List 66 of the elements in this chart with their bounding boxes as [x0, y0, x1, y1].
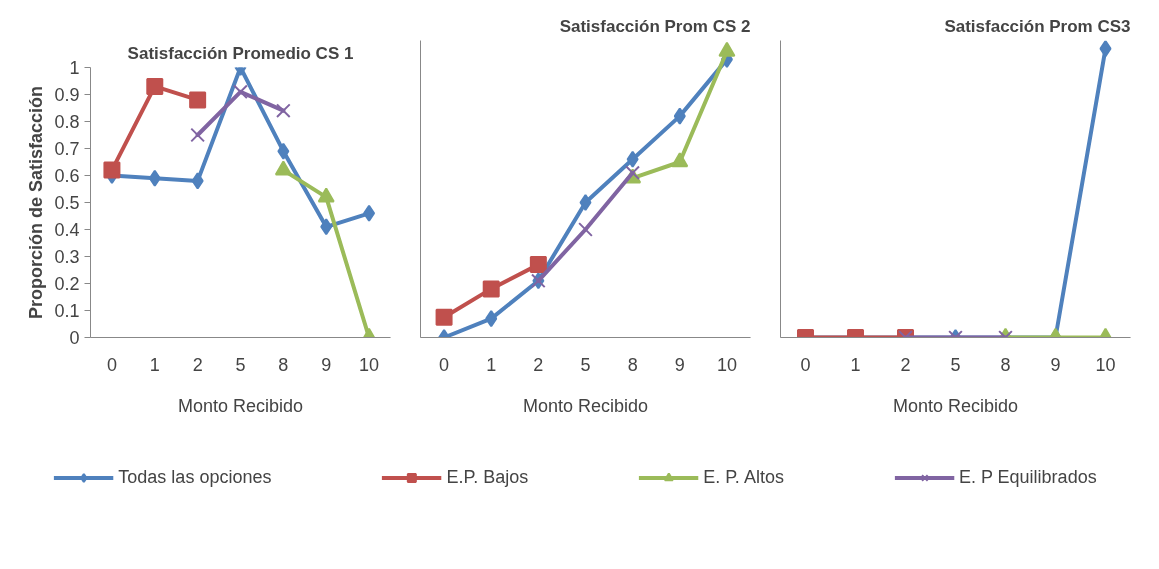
x-axis-title: Monto Recibido — [522, 395, 649, 416]
point — [275, 103, 291, 119]
point — [578, 222, 593, 237]
point — [671, 152, 689, 168]
x-tick-label: 10 — [359, 354, 380, 375]
x-axis-title: Monto Recibido — [177, 395, 304, 416]
x-tick-label: 5 — [235, 354, 246, 375]
y-tick-label: 0.1 — [54, 301, 80, 321]
legend-label: E.P. Bajos — [446, 466, 529, 488]
point — [529, 256, 547, 274]
x-tick-label: 2 — [192, 354, 203, 375]
y-tick-label: 0 — [69, 328, 80, 348]
point — [146, 77, 164, 95]
point — [191, 172, 204, 190]
point — [673, 107, 686, 125]
x-tick-label: 10 — [1095, 354, 1116, 375]
point — [320, 218, 333, 236]
point — [626, 150, 639, 168]
y-tick-label: 0.7 — [54, 139, 80, 159]
point — [103, 161, 121, 179]
y-tick-label: 1 — [69, 58, 80, 78]
chart-title: Satisfacción Promedio CS 1 — [127, 43, 354, 63]
legend-label: E. P Equilibrados — [958, 466, 1097, 488]
y-tick-label: 0.3 — [54, 247, 80, 267]
point — [579, 194, 592, 211]
y-tick-label: 0.8 — [54, 112, 80, 132]
y-tick-label: 0.4 — [54, 220, 80, 240]
point — [363, 204, 376, 222]
x-tick-label: 10 — [716, 354, 737, 375]
x-tick-label: 9 — [674, 354, 685, 375]
point — [148, 169, 161, 187]
point — [277, 142, 290, 160]
x-tick-label: 9 — [1050, 354, 1061, 375]
point — [435, 308, 453, 326]
chart-title: Satisfacción Prom CS 2 — [559, 16, 751, 36]
x-tick-label: 1 — [149, 354, 160, 375]
point — [485, 310, 498, 328]
x-tick-label: 8 — [627, 354, 638, 375]
x-tick-label: 1 — [486, 354, 497, 375]
x-tick-label: 8 — [278, 354, 289, 375]
legend-label: E. P. Altos — [703, 466, 784, 488]
x-tick-label: 0 — [106, 354, 117, 375]
y-axis-title: Proporción de Satisfacción — [26, 85, 47, 320]
x-tick-label: 5 — [580, 354, 591, 375]
x-tick-label: 1 — [850, 354, 861, 375]
point — [718, 41, 736, 57]
x-tick-label: 5 — [950, 354, 961, 375]
x-axis-title: Monto Recibido — [892, 395, 1019, 416]
chart-title: Satisfacción Prom CS3 — [944, 16, 1131, 36]
y-tick-label: 0.9 — [54, 85, 80, 105]
x-tick-label: 2 — [900, 354, 911, 375]
point — [274, 160, 292, 176]
x-tick-label: 2 — [533, 354, 544, 375]
y-tick-label: 0.5 — [54, 193, 80, 213]
x-tick-label: 0 — [800, 354, 811, 375]
point — [233, 84, 248, 100]
x-tick-label: 0 — [439, 354, 450, 375]
point — [190, 127, 206, 143]
point — [482, 280, 500, 298]
legend-label: Todas las opciones — [118, 466, 272, 488]
x-tick-label: 9 — [321, 354, 332, 375]
x-tick-label: 8 — [1000, 354, 1011, 375]
point — [189, 91, 207, 109]
point — [317, 187, 335, 203]
y-tick-label: 0.2 — [54, 274, 80, 294]
y-tick-label: 0.6 — [54, 166, 80, 186]
